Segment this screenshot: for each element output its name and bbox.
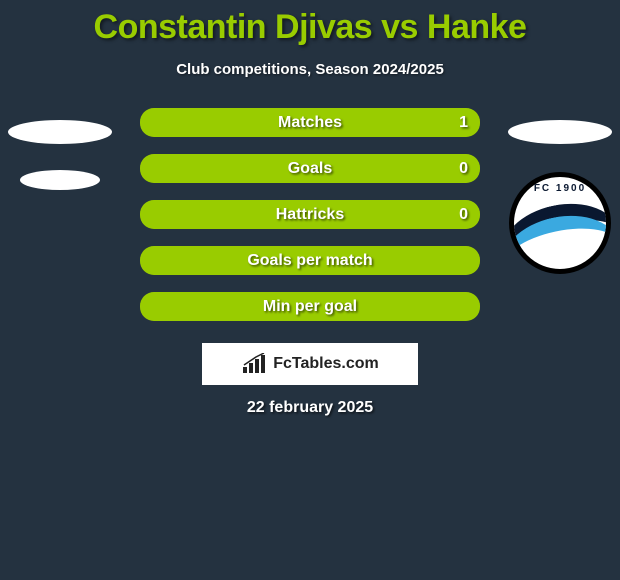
club-logo: FC 1900 WIL [509,172,611,274]
stat-bars: Matches 1 Goals 0 Hattricks 0 Goals per … [140,108,480,321]
stat-bar: Hattricks 0 [140,200,480,229]
placeholder-ellipse-icon [508,120,612,144]
stat-bar-label: Hattricks [140,200,480,229]
left-player-badges [4,108,116,210]
stat-bar-label: Goals per match [140,246,480,275]
right-player-badges: FC 1900 WIL [504,108,616,274]
page-subtitle: Club competitions, Season 2024/2025 [0,61,620,78]
stat-bar: Goals per match [140,246,480,275]
stat-bar-value: 0 [459,200,468,229]
stat-bar-value: 1 [459,108,468,137]
stat-bar-value: 0 [459,154,468,183]
footer-brand-box: FcTables.com [202,343,418,385]
stat-bar: Matches 1 [140,108,480,137]
date-text: 22 february 2025 [0,399,620,417]
stat-bar-label: Min per goal [140,292,480,321]
stat-bar: Min per goal [140,292,480,321]
bars-chart-icon [241,353,269,375]
stat-bar: Goals 0 [140,154,480,183]
placeholder-ellipse-icon [8,120,112,144]
page-title: Constantin Djivas vs Hanke [0,0,620,47]
footer-brand-text: FcTables.com [273,355,379,373]
club-logo-smalltext: FC 1900 [514,183,606,194]
comparison-panel: FC 1900 WIL Matches 1 Goals 0 Hattricks … [0,108,620,417]
stat-bar-label: Goals [140,154,480,183]
stat-bar-label: Matches [140,108,480,137]
placeholder-ellipse-icon [20,170,100,190]
